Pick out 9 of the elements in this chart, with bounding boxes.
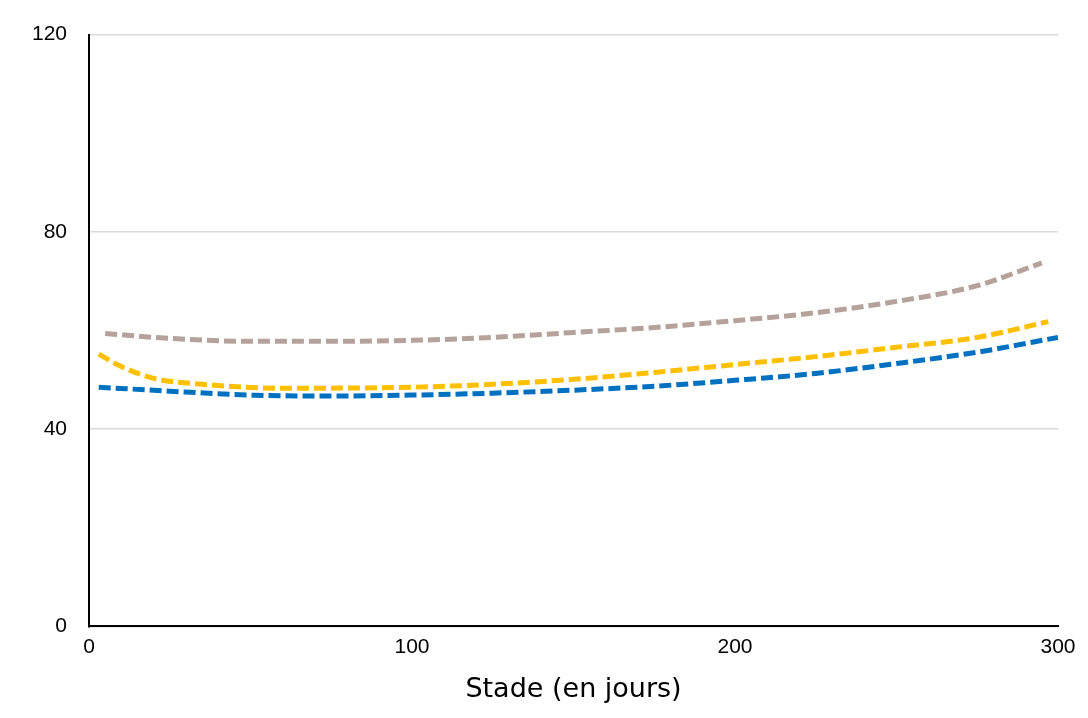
- y-tick-label: 120: [31, 21, 68, 45]
- x-tick-label: 200: [717, 633, 753, 657]
- x-tick-label: 0: [83, 633, 95, 657]
- y-tick-label: 80: [43, 218, 68, 242]
- x-axis-title: Stade (en jours): [465, 671, 682, 703]
- y-tick-label: 0: [55, 613, 68, 637]
- x-tick-label: 300: [1040, 633, 1076, 657]
- x-tick-label: 100: [394, 633, 430, 657]
- y-tick-label: 40: [43, 415, 68, 439]
